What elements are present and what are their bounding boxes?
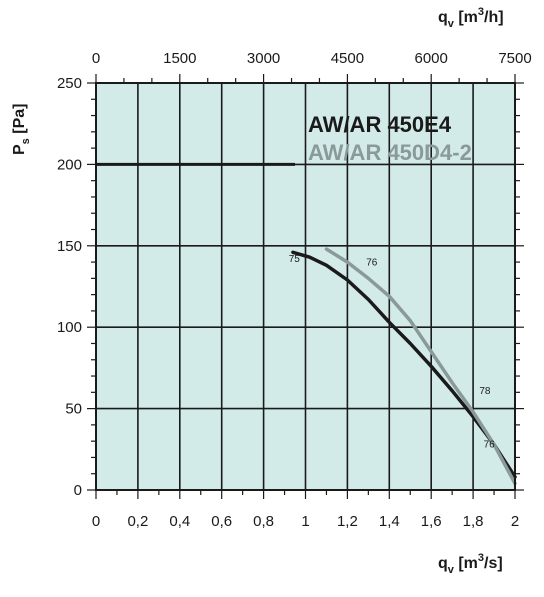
curve-label-2: 76 — [366, 257, 378, 268]
series-group — [291, 247, 517, 486]
y-tick-label-4: 200 — [57, 156, 82, 173]
x-bottom-axis-title: qv [m3/s] — [438, 552, 503, 576]
curve-labels: 75 76 78 76 — [289, 254, 495, 451]
x-bottom-tick-label-9: 1,8 — [463, 513, 484, 530]
x-bottom-tick-label-10: 2 — [511, 513, 519, 530]
legend-entry-2: AW/AR 450D4-2 — [308, 140, 472, 165]
x-top-axis-title: qv [m3/h] — [438, 6, 504, 30]
series-line-1 — [291, 250, 517, 479]
x-top-tick-label-0: 0 — [92, 50, 100, 67]
x-top-tick-label-4: 6000 — [415, 50, 448, 67]
tick-labels: 0 0,2 0,4 0,6 0,8 1 1,2 1,4 1,6 1,8 20 1500 3000 4500… — [57, 50, 532, 530]
curve-label-4: 76 — [484, 440, 496, 451]
series-line-2 — [324, 247, 517, 486]
x-bottom-tick-label-2: 0,4 — [169, 513, 190, 530]
plot-frame — [95, 82, 516, 491]
grid — [96, 83, 515, 490]
x-bottom-tick-label-8: 1,6 — [421, 513, 442, 530]
y-axis-title: Ps [Pa] — [11, 104, 32, 155]
x-bottom-tick-label-5: 1 — [301, 513, 309, 530]
curve-label-3: 78 — [479, 386, 491, 397]
x-top-tick-label-3: 4500 — [331, 50, 364, 67]
x-bottom-tick-label-1: 0,2 — [127, 513, 148, 530]
y-tick-label-0: 0 — [74, 482, 82, 499]
x-top-tick-label-5: 7500 — [498, 50, 531, 67]
x-bottom-tick-label-6: 1,2 — [337, 513, 358, 530]
y-tick-label-1: 50 — [65, 401, 82, 418]
y-tick-label-2: 100 — [57, 319, 82, 336]
x-top-tick-label-2: 3000 — [247, 50, 280, 67]
y-tick-label-5: 250 — [57, 75, 82, 92]
curve-label-1: 75 — [289, 254, 301, 265]
x-top-tick-label-1: 1500 — [163, 50, 196, 67]
x-bottom-tick-label-7: 1,4 — [379, 513, 400, 530]
y-tick-label-3: 150 — [57, 238, 82, 255]
x-bottom-tick-label-4: 0,8 — [253, 513, 274, 530]
x-bottom-tick-label-3: 0,6 — [211, 513, 232, 530]
x-bottom-tick-label-0: 0 — [92, 513, 100, 530]
legend-entry-1: AW/AR 450E4 — [308, 112, 452, 137]
